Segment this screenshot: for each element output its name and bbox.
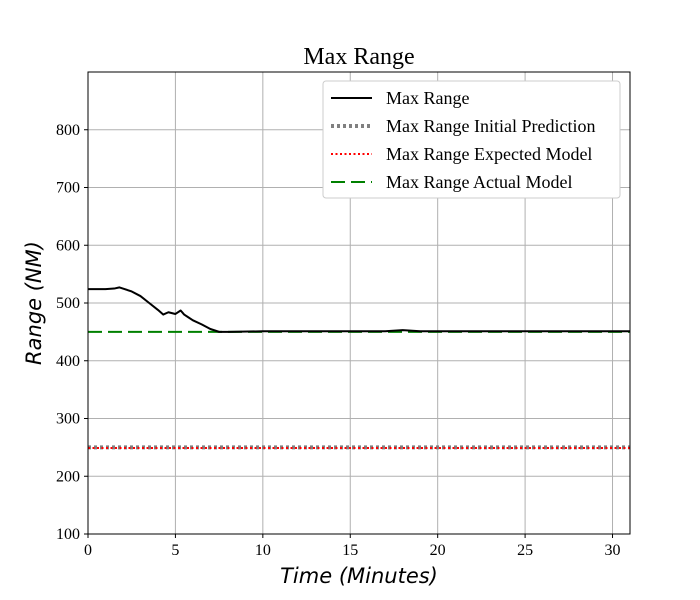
x-tick-label: 20 bbox=[430, 542, 446, 559]
x-axis-label: Time (Minutes) bbox=[280, 564, 438, 588]
series-line-0 bbox=[88, 286, 630, 333]
y-tick-label: 500 bbox=[56, 295, 80, 312]
y-axis-label: Range (NM) bbox=[22, 241, 46, 365]
y-tick-label: 600 bbox=[56, 237, 80, 254]
legend-label-1: Max Range Initial Prediction bbox=[386, 116, 595, 136]
y-tick-label: 800 bbox=[56, 122, 80, 139]
y-tick-label: 200 bbox=[56, 468, 80, 485]
y-tick-label: 700 bbox=[56, 180, 80, 197]
x-tick-label: 10 bbox=[255, 542, 271, 559]
x-axis: 0 5 10 15 20 25 30 bbox=[84, 534, 621, 559]
y-tick-label: 400 bbox=[56, 353, 80, 370]
x-tick-label: 30 bbox=[605, 542, 621, 559]
legend-label-3: Max Range Actual Model bbox=[386, 172, 572, 192]
y-tick-label: 300 bbox=[56, 411, 80, 428]
x-tick-label: 25 bbox=[517, 542, 533, 559]
legend-label-0: Max Range bbox=[386, 88, 469, 108]
x-tick-label: 15 bbox=[342, 542, 358, 559]
y-axis: 100 200 300 400 500 600 700 800 bbox=[56, 122, 88, 543]
legend: Max Range Max Range Initial Prediction Max… bbox=[322, 80, 621, 199]
y-tick-label: 100 bbox=[56, 526, 80, 543]
x-tick-label: 5 bbox=[171, 542, 179, 559]
series-layer bbox=[88, 286, 630, 450]
legend-box bbox=[322, 80, 621, 199]
legend-label-2: Max Range Expected Model bbox=[386, 144, 592, 164]
chart-title: Max Range bbox=[303, 44, 414, 70]
x-tick-label: 0 bbox=[84, 542, 92, 559]
